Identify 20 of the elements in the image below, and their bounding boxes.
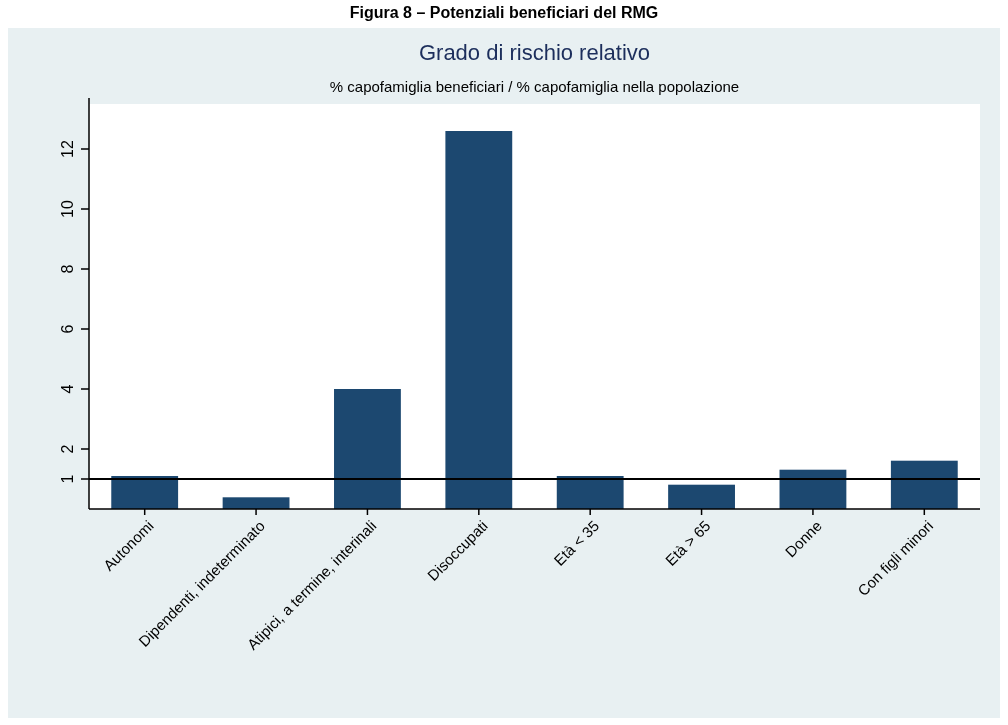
chart-subtitle: % capofamiglia beneficiari / % capofamiglia nella popolazione [329,78,740,95]
y-tick-label: 10 [58,200,76,218]
y-tick-label: 8 [58,264,76,274]
y-tick-label: 6 [58,324,76,334]
bar [890,460,958,509]
bar [779,469,847,509]
bar [222,497,290,509]
bar [445,131,513,509]
bar [556,476,624,509]
x-tick-label: Età < 35 [550,516,603,569]
bar [334,389,401,509]
y-tick-label: 2 [58,444,76,454]
text: Figura 8 – Potenziali beneficiari del RMG [349,4,659,21]
y-tick-label: 4 [58,384,76,394]
chart-title: Grado di rischio relativo [418,40,651,65]
bar [668,484,735,509]
bar [111,476,179,509]
y-tick-label: 1 [58,474,76,484]
x-tick-label: Età > 65 [661,516,714,569]
y-tick-label: 12 [58,140,76,158]
